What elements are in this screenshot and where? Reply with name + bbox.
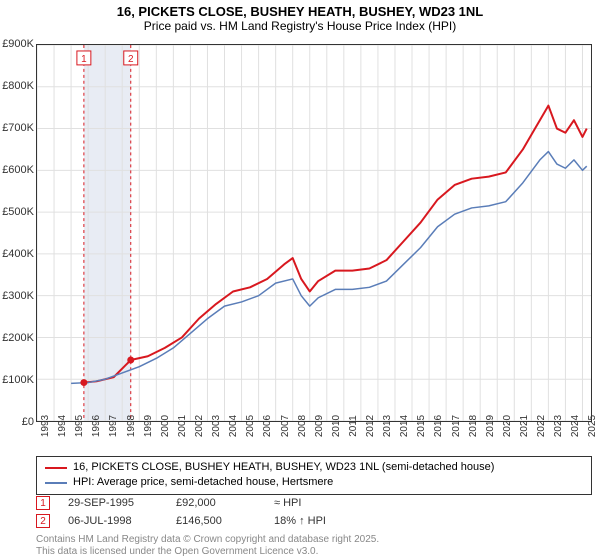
y-tick-label: £800K — [0, 80, 34, 92]
x-tick-label: 1999 — [143, 415, 154, 437]
chart-subtitle: Price paid vs. HM Land Registry's House … — [0, 19, 600, 33]
x-tick-label: 2024 — [570, 415, 581, 437]
x-tick-label: 2009 — [314, 415, 325, 437]
legend-label: HPI: Average price, semi-detached house,… — [73, 475, 333, 490]
x-tick-label: 2002 — [194, 415, 205, 437]
x-tick-label: 2010 — [331, 415, 342, 437]
y-tick-label: £600K — [0, 164, 34, 176]
sale-delta: ≈ HPI — [274, 497, 354, 509]
y-tick-label: £300K — [0, 290, 34, 302]
legend-swatch — [45, 467, 67, 469]
x-tick-label: 2006 — [262, 415, 273, 437]
x-tick-label: 2012 — [365, 415, 376, 437]
x-tick-label: 2001 — [177, 415, 188, 437]
y-tick-label: £100K — [0, 374, 34, 386]
x-tick-label: 1993 — [40, 415, 51, 437]
sale-marker-number: 1 — [40, 498, 46, 509]
x-tick-label: 2014 — [399, 415, 410, 437]
x-tick-label: 1998 — [126, 415, 137, 437]
sale-price: £92,000 — [176, 497, 256, 509]
x-tick-label: 2015 — [416, 415, 427, 437]
y-tick-label: £900K — [0, 38, 34, 50]
x-tick-label: 2019 — [485, 415, 496, 437]
x-tick-label: 2004 — [228, 415, 239, 437]
sale-marker-box: 1 — [36, 496, 50, 510]
y-tick-label: £200K — [0, 332, 34, 344]
x-tick-label: 1994 — [57, 415, 68, 437]
x-tick-label: 2000 — [160, 415, 171, 437]
footer: Contains HM Land Registry data © Crown c… — [36, 534, 379, 558]
legend-item: HPI: Average price, semi-detached house,… — [45, 475, 583, 490]
svg-text:1: 1 — [81, 54, 87, 65]
y-tick-label: £400K — [0, 248, 34, 260]
x-tick-label: 2008 — [297, 415, 308, 437]
x-tick-label: 2025 — [587, 415, 598, 437]
x-tick-label: 2018 — [468, 415, 479, 437]
x-tick-label: 1997 — [108, 415, 119, 437]
x-tick-label: 2011 — [348, 415, 359, 437]
x-tick-label: 2003 — [211, 415, 222, 437]
table-row: 1 29-SEP-1995 £92,000 ≈ HPI — [36, 494, 354, 512]
footer-line: Contains HM Land Registry data © Crown c… — [36, 534, 379, 546]
x-tick-label: 1996 — [91, 415, 102, 437]
svg-text:2: 2 — [128, 54, 134, 65]
footer-line: This data is licensed under the Open Gov… — [36, 546, 379, 558]
x-tick-label: 2013 — [382, 415, 393, 437]
x-tick-label: 2007 — [280, 415, 291, 437]
sale-date: 06-JUL-1998 — [68, 515, 158, 527]
legend-label: 16, PICKETS CLOSE, BUSHEY HEATH, BUSHEY,… — [73, 460, 494, 475]
plot-svg: 12 — [37, 45, 591, 421]
x-tick-label: 2022 — [536, 415, 547, 437]
sale-delta: 18% ↑ HPI — [274, 515, 354, 527]
table-row: 2 06-JUL-1998 £146,500 18% ↑ HPI — [36, 512, 354, 530]
x-tick-label: 2020 — [502, 415, 513, 437]
title-block: 16, PICKETS CLOSE, BUSHEY HEATH, BUSHEY,… — [0, 0, 600, 35]
x-tick-label: 2017 — [451, 415, 462, 437]
x-tick-label: 2023 — [553, 415, 564, 437]
legend: 16, PICKETS CLOSE, BUSHEY HEATH, BUSHEY,… — [36, 456, 592, 495]
x-tick-label: 1995 — [74, 415, 85, 437]
sales-table: 1 29-SEP-1995 £92,000 ≈ HPI 2 06-JUL-199… — [36, 494, 354, 530]
sale-marker-box: 2 — [36, 514, 50, 528]
y-tick-label: £500K — [0, 206, 34, 218]
chart-title: 16, PICKETS CLOSE, BUSHEY HEATH, BUSHEY,… — [0, 4, 600, 19]
sale-price: £146,500 — [176, 515, 256, 527]
sale-marker-number: 2 — [40, 516, 46, 527]
y-tick-label: £700K — [0, 122, 34, 134]
legend-swatch — [45, 482, 67, 484]
sale-date: 29-SEP-1995 — [68, 497, 158, 509]
x-tick-label: 2005 — [245, 415, 256, 437]
x-tick-label: 2021 — [519, 415, 530, 437]
plot-area: 12 — [36, 44, 592, 422]
y-tick-label: £0 — [0, 416, 34, 428]
chart-container: 16, PICKETS CLOSE, BUSHEY HEATH, BUSHEY,… — [0, 0, 600, 560]
legend-item: 16, PICKETS CLOSE, BUSHEY HEATH, BUSHEY,… — [45, 460, 583, 475]
x-tick-label: 2016 — [433, 415, 444, 437]
